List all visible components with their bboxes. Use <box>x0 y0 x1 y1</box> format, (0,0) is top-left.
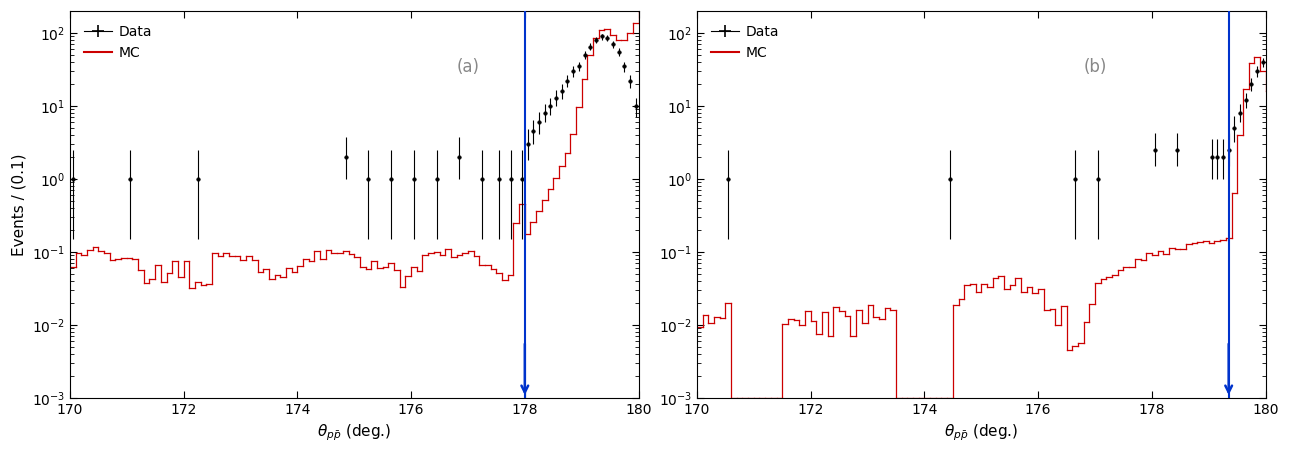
X-axis label: $\theta_{p\bar{p}}$ (deg.): $\theta_{p\bar{p}}$ (deg.) <box>944 422 1018 443</box>
Legend: Data, MC: Data, MC <box>77 18 159 67</box>
Legend: Data, MC: Data, MC <box>704 18 786 67</box>
Text: (a): (a) <box>457 58 480 75</box>
X-axis label: $\theta_{p\bar{p}}$ (deg.): $\theta_{p\bar{p}}$ (deg.) <box>317 422 391 443</box>
Text: (b): (b) <box>1084 58 1107 75</box>
Y-axis label: Events / (0.1): Events / (0.1) <box>12 153 26 256</box>
